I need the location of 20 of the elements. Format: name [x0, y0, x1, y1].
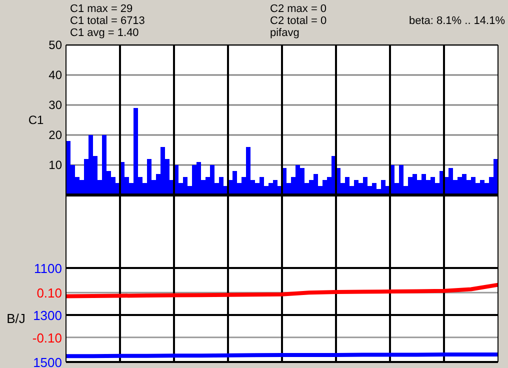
y-axis-title: C1 — [28, 113, 44, 127]
y-axis-title: B/J — [6, 311, 26, 326]
y-tick-label: 50 — [48, 38, 62, 52]
y2-tick-label: 1100 — [34, 261, 62, 276]
text: C2 max = 0 — [270, 3, 327, 15]
y2-tick-label: 1500 — [33, 355, 62, 368]
text: beta: 8.1% .. 14.1% — [408, 15, 506, 27]
y-tick-label: 10 — [48, 158, 62, 172]
y-tick-label: -0.10 — [32, 330, 62, 346]
y2-tick-label: 1300 — [33, 308, 62, 323]
text: pifavg — [270, 27, 300, 39]
line-series — [64, 282, 500, 298]
y-tick-label: 40 — [48, 68, 62, 82]
text: C1 max = 29 — [70, 3, 133, 15]
y-tick-label: 30 — [48, 98, 62, 112]
text: C2 total = 0 — [270, 15, 327, 27]
text: C1 total = 6713 — [70, 15, 145, 27]
text: C1 avg = 1.40 — [70, 27, 139, 39]
y-tick-label: 0.10 — [36, 286, 62, 301]
y-tick-label: 20 — [48, 128, 62, 142]
